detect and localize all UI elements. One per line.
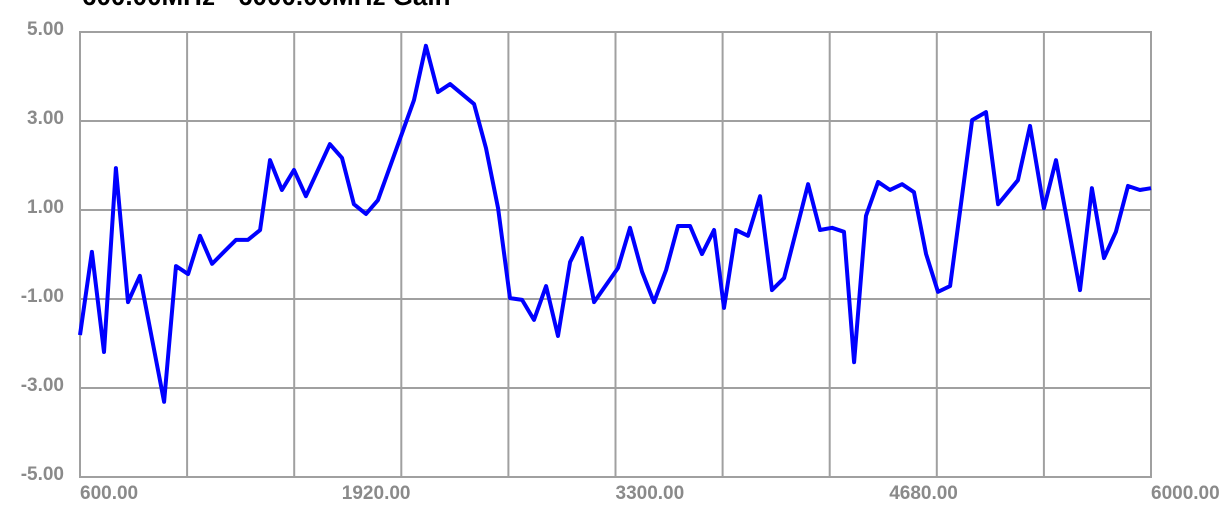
y-tick-label: -1.00 xyxy=(21,286,64,307)
y-tick-label: -5.00 xyxy=(21,464,64,485)
x-tick-label: 600.00 xyxy=(80,483,138,504)
x-tick-label: 6000.00 xyxy=(1151,483,1220,504)
chart-title: 600.00MHz - 6000.00MHz Gain xyxy=(82,0,451,11)
y-tick-label: -3.00 xyxy=(21,375,64,396)
x-tick-label: 3300.00 xyxy=(616,483,685,504)
y-tick-label: 5.00 xyxy=(27,19,64,40)
data-line xyxy=(78,43,1152,404)
x-tick-label: 4680.00 xyxy=(889,483,958,504)
y-tick-label: 3.00 xyxy=(27,108,64,129)
x-tick-label: 1920.00 xyxy=(342,483,411,504)
y-tick-label: 1.00 xyxy=(27,197,64,218)
